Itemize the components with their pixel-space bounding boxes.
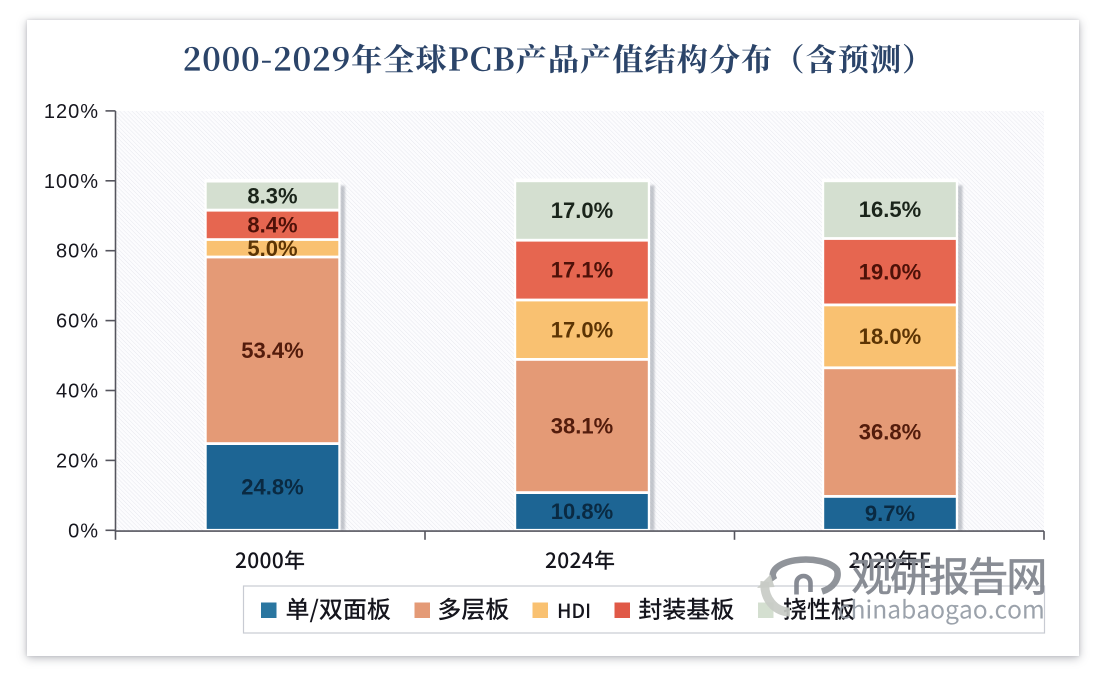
svg-text:5.0%: 5.0%	[247, 236, 297, 261]
svg-text:0%: 0%	[68, 520, 99, 542]
svg-text:20%: 20%	[56, 450, 99, 472]
svg-text:17.0%: 17.0%	[551, 317, 613, 342]
svg-text:120%: 120%	[44, 101, 99, 123]
svg-text:8.3%: 8.3%	[247, 183, 297, 208]
svg-text:80%: 80%	[56, 241, 99, 263]
svg-text:17.1%: 17.1%	[551, 258, 613, 283]
svg-text:10.8%: 10.8%	[551, 499, 613, 524]
svg-text:100%: 100%	[44, 171, 99, 193]
svg-text:38.1%: 38.1%	[551, 414, 613, 439]
svg-text:19.0%: 19.0%	[859, 259, 921, 284]
svg-text:53.4%: 53.4%	[241, 338, 303, 363]
svg-text:9.7%: 9.7%	[865, 501, 915, 526]
svg-text:16.5%: 16.5%	[859, 197, 921, 222]
svg-text:36.8%: 36.8%	[859, 420, 921, 445]
svg-text:24.8%: 24.8%	[241, 475, 303, 500]
svg-text:40%: 40%	[56, 381, 99, 403]
svg-text:8.4%: 8.4%	[247, 212, 297, 237]
svg-text:17.0%: 17.0%	[551, 198, 613, 223]
svg-text:60%: 60%	[56, 311, 99, 333]
svg-text:18.0%: 18.0%	[859, 324, 921, 349]
